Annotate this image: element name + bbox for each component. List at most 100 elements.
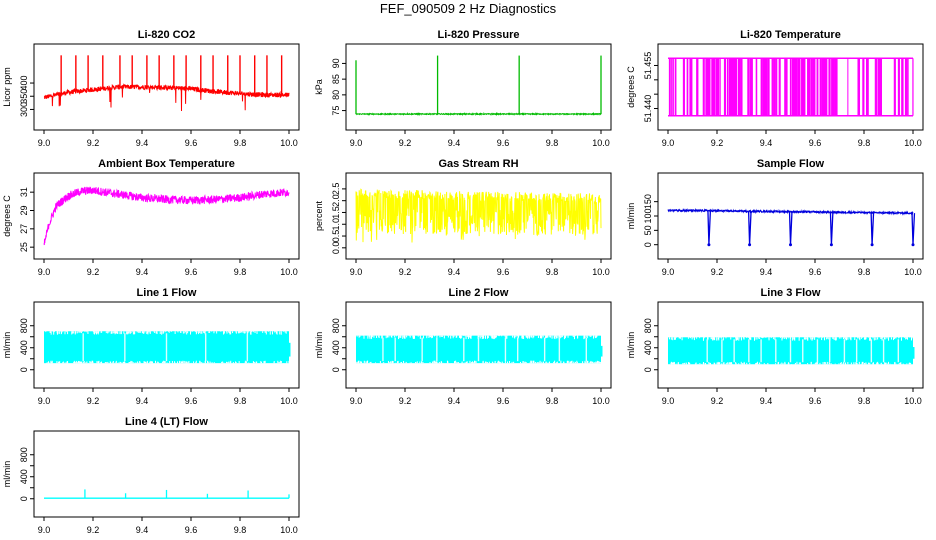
y-tick-label: 2.0 [331, 194, 341, 207]
flow-tail [601, 345, 603, 357]
x-tick-label: 9.2 [87, 138, 100, 148]
chart-title: Line 4 (LT) Flow [125, 416, 208, 428]
flow-dip [911, 213, 916, 245]
y-tick-label: 0.0 [331, 242, 341, 255]
series-line [43, 83, 290, 112]
panel-temperature: Li-820 Temperature degrees C 9.0 9.2 9.4 9.6 9… [626, 29, 924, 148]
panel-co2: Li-820 CO2 Licor ppm 9.0 9.2 9.4 9.6 9.8 10.0 30… [2, 29, 300, 148]
y-tick-label: 51.440 [643, 95, 653, 123]
x-tick-label: 9.8 [858, 396, 871, 406]
chart-title: Line 1 Flow [137, 287, 197, 299]
x-tick-label: 10.0 [280, 267, 298, 277]
plot-frame [33, 172, 300, 260]
x-tick-label: 9.4 [136, 267, 149, 277]
chart-title: Gas Stream RH [438, 158, 518, 170]
x-tick-label: 9.6 [497, 396, 510, 406]
chart-title: Ambient Box Temperature [98, 158, 235, 170]
y-tick-label: 400 [643, 340, 653, 355]
x-tick-label: 10.0 [592, 138, 610, 148]
y-tick-label: 800 [19, 318, 29, 333]
plot-frame [657, 301, 924, 389]
x-tick-label: 10.0 [280, 138, 298, 148]
x-tick-label: 9.6 [809, 267, 822, 277]
series-co2 [43, 55, 290, 112]
plot-frame [33, 43, 300, 131]
y-tick-label: 1.0 [331, 218, 341, 231]
series-line4 [44, 489, 290, 499]
x-tick-label: 9.0 [662, 267, 675, 277]
x-tick-label: 10.0 [592, 267, 610, 277]
x-tick-label: 9.2 [399, 396, 412, 406]
y-tick-label: 800 [331, 318, 341, 333]
y-tick-label: 31 [19, 187, 29, 197]
y-axis-label: ml/min [626, 332, 636, 359]
series-temperature [668, 57, 914, 117]
x-tick-label: 9.6 [809, 138, 822, 148]
y-tick-label: 400 [19, 469, 29, 484]
plot-frame [657, 43, 924, 131]
x-tick-label: 9.2 [87, 396, 100, 406]
panel-rh: Gas Stream RH percent 9.0 9.2 9.4 9.6 9.8 10.0 0… [314, 158, 612, 277]
y-tick-label: 85 [331, 74, 341, 84]
x-tick-label: 9.8 [546, 396, 559, 406]
y-tick-label: 350 [19, 89, 29, 104]
x-tick-label: 9.0 [38, 267, 51, 277]
plot-frame [33, 430, 300, 518]
y-axis-label: ml/min [2, 461, 12, 488]
y-tick-label: 0 [643, 367, 653, 372]
series-line [355, 111, 602, 117]
x-tick-label: 9.0 [350, 396, 363, 406]
y-tick-label: 100 [643, 208, 653, 223]
panel-box_temp: Ambient Box Temperature degrees C 9.0 9.2 9.… [2, 158, 300, 277]
flow-dip [829, 212, 834, 245]
chart-title: Li-820 Temperature [740, 29, 841, 41]
flow-dip [707, 210, 712, 245]
page-title: FEF_090509 2 Hz Diagnostics [379, 1, 557, 16]
x-tick-label: 9.2 [87, 267, 100, 277]
x-tick-label: 9.2 [87, 525, 100, 535]
x-tick-label: 9.2 [399, 267, 412, 277]
flow-tail [289, 342, 291, 357]
chart-title: Line 2 Flow [449, 287, 509, 299]
y-axis-label: ml/min [626, 203, 636, 230]
flow-dip [747, 211, 752, 245]
series-sample_flow [667, 207, 916, 247]
x-tick-label: 9.8 [858, 267, 871, 277]
series-line [667, 207, 914, 216]
y-tick-label: 800 [19, 447, 29, 462]
x-tick-label: 10.0 [904, 267, 922, 277]
x-tick-label: 9.4 [136, 396, 149, 406]
series-rh [355, 188, 602, 243]
x-tick-label: 10.0 [592, 396, 610, 406]
x-tick-label: 9.8 [546, 138, 559, 148]
x-tick-label: 9.6 [185, 267, 198, 277]
y-tick-label: 800 [643, 318, 653, 333]
plot-frame [345, 172, 612, 260]
y-tick-label: 400 [331, 340, 341, 355]
panel-line2: Line 2 Flow ml/min 9.0 9.2 9.4 9.6 9.8 10.0 0 400… [314, 287, 612, 406]
flow-dip [788, 211, 793, 245]
series-line3 [667, 337, 915, 365]
dip-point [911, 243, 915, 247]
x-tick-label: 10.0 [280, 525, 298, 535]
x-tick-label: 9.0 [38, 396, 51, 406]
y-tick-label: 90 [331, 58, 341, 68]
dip-point [707, 243, 711, 247]
x-tick-label: 9.8 [546, 267, 559, 277]
x-tick-label: 9.4 [136, 138, 149, 148]
chart-title: Line 3 Flow [761, 287, 821, 299]
y-tick-label: 0 [19, 496, 29, 501]
series-line [43, 186, 290, 246]
dip-point [870, 243, 874, 247]
plot-frame [33, 301, 300, 389]
y-axis-label: degrees C [2, 195, 12, 237]
y-tick-label: 0 [643, 242, 653, 247]
y-axis-label: Licor ppm [2, 67, 12, 107]
y-axis-label: ml/min [2, 332, 12, 359]
panel-line3: Line 3 Flow ml/min 9.0 9.2 9.4 9.6 9.8 10.0 0 400… [626, 287, 924, 406]
flow-tail [913, 347, 915, 359]
y-tick-label: 50 [643, 225, 653, 235]
x-tick-label: 9.4 [760, 396, 773, 406]
chart-title: Li-820 CO2 [138, 29, 195, 41]
x-tick-label: 9.6 [185, 396, 198, 406]
